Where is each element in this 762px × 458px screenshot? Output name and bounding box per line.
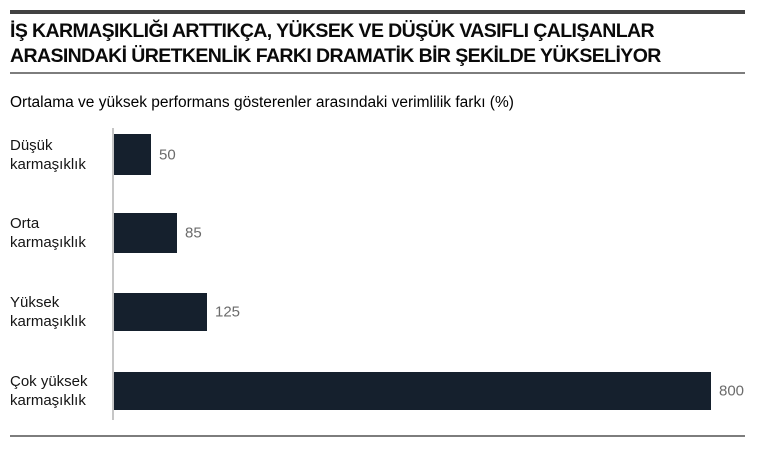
bar xyxy=(114,372,711,410)
chart-row: Yüksek karmaşıklık 125 xyxy=(0,292,762,331)
value-label: 125 xyxy=(215,303,241,320)
category-label: Çok yüksek karmaşıklık xyxy=(10,373,88,409)
category-label: Yüksek karmaşıklık xyxy=(10,293,86,330)
bottom-rule xyxy=(10,435,745,437)
title-divider-rule xyxy=(10,72,745,74)
chart-row: Orta karmaşıklık 85 xyxy=(0,213,762,253)
bar xyxy=(114,134,151,175)
top-rule xyxy=(10,10,745,14)
value-label: 800 xyxy=(719,382,745,400)
bar-chart: Düşük karmaşıklık 50 Orta karmaşıklık 85 Yükse… xyxy=(0,128,762,423)
chart-row: Çok yüksek karmaşıklık 800 xyxy=(0,372,762,410)
chart-subtitle: Ortalama ve yüksek performans gösterenle… xyxy=(10,94,514,111)
chart-row: Düşük karmaşıklık 50 xyxy=(0,134,762,175)
page-title-line-1: İŞ KARMAŞIKLIĞI ARTTIKÇA, YÜKSEK VE DÜŞÜ… xyxy=(10,20,655,42)
value-label: 50 xyxy=(159,146,176,163)
page-title: İŞ KARMAŞIKLIĞI ARTTIKÇA, YÜKSEK VE DÜŞÜ… xyxy=(10,19,750,69)
bar xyxy=(114,213,177,253)
category-label: Orta karmaşıklık xyxy=(10,215,86,251)
value-label: 85 xyxy=(185,224,202,242)
bar xyxy=(114,292,207,331)
y-axis-line xyxy=(112,128,114,420)
page-title-line-2: ARASINDAKİ ÜRETKENLİK FARKI DRAMATİK BİR… xyxy=(10,45,661,67)
category-label: Düşük karmaşıklık xyxy=(10,136,86,173)
